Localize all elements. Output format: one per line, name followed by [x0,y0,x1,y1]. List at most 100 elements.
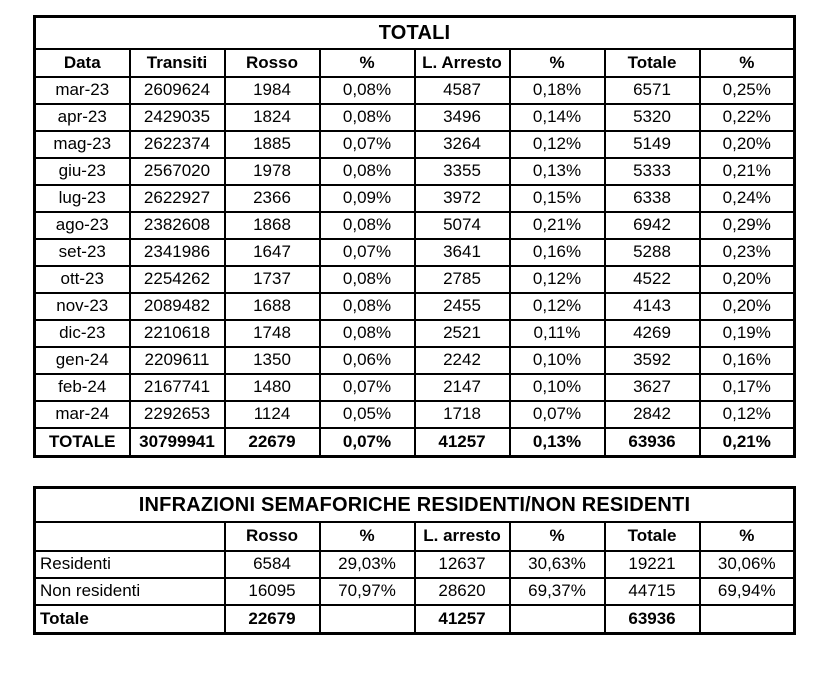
table-cell: 3641 [413,238,511,267]
table-cell: 2242 [413,346,511,375]
table-row: gen-24 2209611 1350 0,06% 2242 0,10% 3592 0,16% [33,346,796,375]
table-cell: 0,08% [318,76,416,105]
table-cell: 0,05% [318,400,416,429]
table-row: ott-23 2254262 1737 0,08% 2785 0,12% 4522 0,20% [33,265,796,294]
table-cell: 16095 [223,577,321,606]
table-cell: 5149 [603,130,701,159]
table-cell: 5320 [603,103,701,132]
table-cell: 6942 [603,211,701,240]
table-cell: 0,07% [318,427,416,458]
table-cell: 22679 [223,604,321,635]
table-cell: 5074 [413,211,511,240]
table-cell: 0,21% [698,157,796,186]
table-cell: 12637 [413,550,511,579]
table-cell: feb-24 [33,373,131,402]
table-cell: 1978 [223,157,321,186]
table-cell: 3355 [413,157,511,186]
table-cell: 2167741 [128,373,226,402]
table-cell: 0,09% [318,184,416,213]
table-cell: 0,06% [318,346,416,375]
table-cell: 0,08% [318,211,416,240]
table-cell [318,604,416,635]
table-cell: 3496 [413,103,511,132]
table-row: mag-23 2622374 1885 0,07% 3264 0,12% 5149 0,20% [33,130,796,159]
table-cell: TOTALE [33,427,131,458]
table-cell: 6571 [603,76,701,105]
table-cell: 69,37% [508,577,606,606]
table-cell: lug-23 [33,184,131,213]
table-cell: 0,20% [698,130,796,159]
table-cell: 1718 [413,400,511,429]
column-header-l-arresto: L. Arresto [413,48,511,78]
table-cell: Non residenti [33,577,226,606]
table-cell: Totale [33,604,226,635]
totali-header-row: Data Transiti Rosso % L. Arresto % Total… [33,48,796,78]
table-cell: 6584 [223,550,321,579]
table-cell: 63936 [603,604,701,635]
table-cell: 2785 [413,265,511,294]
table-cell: 44715 [603,577,701,606]
table-row: Residenti 6584 29,03% 12637 30,63% 19221 30,06… [33,550,796,579]
column-header-totale: Totale [603,521,701,552]
table-cell: 0,10% [508,346,606,375]
table-cell: 0,08% [318,157,416,186]
table-cell: 0,08% [318,319,416,348]
table-cell: 5288 [603,238,701,267]
table-cell: 0,16% [698,346,796,375]
table-cell: 1885 [223,130,321,159]
table-cell: 0,10% [508,373,606,402]
table-row: feb-24 2167741 1480 0,07% 2147 0,10% 3627 0,17% [33,373,796,402]
table-cell: 0,18% [508,76,606,105]
table-cell: 0,08% [318,292,416,321]
table-cell: 1647 [223,238,321,267]
table-cell: 30799941 [128,427,226,458]
residenti-header-row: Rosso % L. arresto % Totale % [33,521,796,552]
table-cell: 2609624 [128,76,226,105]
column-header-rosso: Rosso [223,48,321,78]
table-cell: 22679 [223,427,321,458]
table-cell: 2254262 [128,265,226,294]
table-cell: 1124 [223,400,321,429]
table-cell: 2366 [223,184,321,213]
table-cell: 1748 [223,319,321,348]
table-cell: 4522 [603,265,701,294]
table-cell: 0,12% [508,130,606,159]
table-cell: 0,21% [508,211,606,240]
table-row: ago-23 2382608 1868 0,08% 5074 0,21% 6942 0,29% [33,211,796,240]
table-cell: 1350 [223,346,321,375]
totali-table-body: mar-23 2609624 1984 0,08% 4587 0,18% 6571 0,25%… [33,76,796,429]
table-row: mar-23 2609624 1984 0,08% 4587 0,18% 6571 0,25% [33,76,796,105]
table-cell: 30,63% [508,550,606,579]
totali-title-row: TOTALI [33,15,796,50]
column-header-totale-pct: % [698,48,796,78]
table-cell: 0,19% [698,319,796,348]
table-cell: 0,22% [698,103,796,132]
residenti-total-row: Totale 22679 41257 63936 [33,604,796,635]
table-cell: dic-23 [33,319,131,348]
table-cell: 0,25% [698,76,796,105]
table-cell: 29,03% [318,550,416,579]
column-header-l-arresto-pct: % [508,48,606,78]
table-cell: 3627 [603,373,701,402]
table-cell: ago-23 [33,211,131,240]
table-cell: 1688 [223,292,321,321]
column-header-rosso-pct: % [318,48,416,78]
table-title: INFRAZIONI SEMAFORICHE RESIDENTI/NON RES… [33,486,796,523]
table-cell: mag-23 [33,130,131,159]
table-cell: 2209611 [128,346,226,375]
table-cell: 0,21% [698,427,796,458]
table-cell: 0,08% [318,265,416,294]
table-cell: 2429035 [128,103,226,132]
table-cell: 1868 [223,211,321,240]
table-cell: 3972 [413,184,511,213]
table-cell: 1737 [223,265,321,294]
table-cell: giu-23 [33,157,131,186]
table-cell: 1480 [223,373,321,402]
table-cell: 0,07% [318,130,416,159]
residenti-table: INFRAZIONI SEMAFORICHE RESIDENTI/NON RES… [33,486,796,635]
table-cell: gen-24 [33,346,131,375]
table-cell: apr-23 [33,103,131,132]
table-row: set-23 2341986 1647 0,07% 3641 0,16% 5288 0,23% [33,238,796,267]
column-header-blank [33,521,226,552]
